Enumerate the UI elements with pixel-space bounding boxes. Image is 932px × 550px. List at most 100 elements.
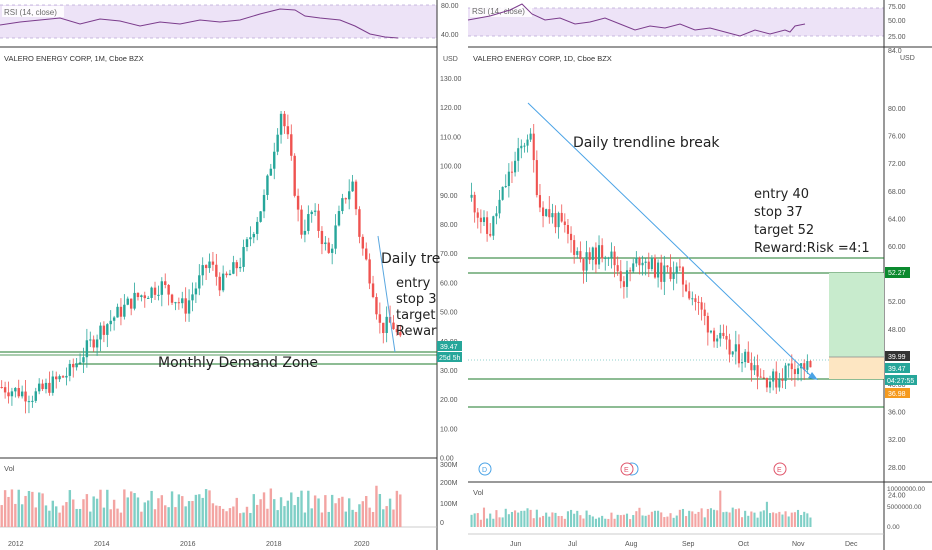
left-volume-bar	[252, 494, 256, 527]
right-price-axis[interactable]: 80.0076.0072.0068.0064.0060.0056.0052.00…	[888, 106, 906, 499]
left-candle	[58, 376, 61, 380]
left-volume-bar	[133, 493, 136, 527]
right-candle	[737, 344, 740, 364]
right-candle	[744, 351, 747, 363]
left-candle	[41, 383, 44, 390]
left-candle	[293, 155, 296, 196]
left-candle	[160, 281, 164, 295]
left-volume-bar	[65, 502, 68, 527]
right-candle	[685, 284, 688, 292]
right-volume-bar	[713, 509, 716, 527]
right-price-tick: 48.00	[888, 327, 906, 334]
left-volume-bar	[153, 509, 157, 527]
right-chart[interactable]: RSI (14, close) 75.00 50.00 25.00 VALERO…	[467, 0, 932, 550]
left-candle	[92, 339, 95, 348]
left-candles	[0, 110, 402, 414]
left-volume-bar	[300, 490, 303, 527]
left-volume-bar	[375, 485, 378, 527]
right-candle	[473, 194, 476, 213]
left-chart[interactable]: RSI (14, close) 80.00 40.00 VALERO ENERG…	[0, 0, 462, 550]
right-volume-bar	[548, 516, 551, 527]
right-candle	[753, 365, 756, 371]
right-candle	[545, 209, 548, 217]
left-volume-bar	[313, 495, 317, 527]
right-vol-tick: 0.00	[887, 524, 900, 531]
right-volume-bar	[744, 510, 747, 527]
right-candle	[591, 247, 594, 260]
right-candle	[622, 281, 625, 287]
left-candle	[310, 211, 313, 215]
right-time-axis[interactable]: Jun Jul Aug Sep Oct Nov Dec	[510, 541, 858, 548]
svg-text:40.00: 40.00	[441, 32, 459, 39]
earnings-marker-2[interactable]: E	[773, 462, 787, 476]
right-candle	[529, 133, 532, 140]
left-candle	[51, 376, 55, 393]
right-candle	[706, 315, 709, 333]
left-volume-bar	[249, 512, 252, 527]
right-candle	[734, 344, 737, 352]
right-candle	[632, 263, 635, 272]
right-volume-bar	[765, 501, 768, 527]
left-volume-bar	[3, 490, 7, 527]
right-candle	[625, 270, 629, 287]
right-volume-bar	[681, 508, 685, 527]
right-volume-bar	[532, 518, 535, 527]
right-candle	[697, 301, 700, 303]
right-volume-bar	[800, 515, 803, 527]
reward-risk-label: Reward:Risk =4:1	[754, 241, 870, 256]
right-volume-bar	[607, 518, 610, 527]
left-time-axis[interactable]: 2012 2014 2016 2018 2020	[8, 541, 370, 548]
left-candle	[82, 357, 85, 363]
left-price-tick: 130.00	[440, 76, 462, 83]
right-volume-bar	[675, 515, 678, 527]
left-price-axis[interactable]: 130.00 120.00 110.00 100.00 90.00 80.00 70.00 6…	[440, 76, 462, 463]
left-volume-bar	[347, 498, 351, 527]
right-candle	[542, 207, 545, 217]
left-candle	[194, 288, 198, 295]
right-volume-bar	[535, 509, 538, 527]
right-vol-tick: 10000000.00	[887, 486, 925, 493]
left-candle	[327, 242, 330, 253]
right-vol-axis: 10000000.00 5000000.00 0.00	[887, 486, 925, 531]
svg-text:50.00: 50.00	[888, 18, 906, 25]
left-volume-bar	[198, 494, 201, 527]
right-volume-bar	[632, 515, 635, 527]
left-volume-bar	[259, 499, 262, 527]
trendline-label: Daily trendline break	[573, 135, 720, 151]
left-volume-bar	[109, 509, 112, 527]
right-candle	[703, 309, 706, 316]
right-candle	[778, 379, 781, 388]
right-volume-bar	[753, 512, 756, 527]
left-candle	[112, 317, 116, 321]
right-candle	[688, 291, 691, 299]
trendline-arrowhead	[808, 372, 818, 380]
left-volume-bar	[106, 489, 109, 527]
left-target-label: target	[396, 308, 436, 323]
right-volume-bar	[563, 518, 566, 527]
left-volume-bar	[184, 506, 187, 527]
right-price-tick: 76.00	[888, 134, 906, 141]
right-candle	[507, 171, 510, 186]
right-candle	[582, 259, 585, 271]
left-candle	[330, 248, 334, 253]
right-volume-bar	[517, 512, 520, 527]
left-candle	[399, 332, 402, 336]
right-volume-bar	[560, 516, 563, 527]
right-rsi-line	[467, 3, 806, 37]
dividend-marker[interactable]: D	[478, 462, 492, 476]
right-volume-bar	[557, 515, 560, 527]
right-volume-bar	[644, 515, 647, 527]
left-price-tick: 50.00	[440, 310, 458, 317]
left-price-tick: 80.00	[440, 222, 458, 229]
left-candle	[150, 287, 153, 298]
svg-text:E: E	[624, 467, 629, 474]
left-trend-label: Daily tre	[381, 251, 440, 267]
left-volume-bar	[317, 498, 320, 527]
left-volume-bar	[129, 491, 133, 527]
countdown-tag-bg	[885, 375, 917, 385]
earnings-marker-1[interactable]: E	[620, 462, 639, 476]
left-candle	[14, 387, 17, 392]
left-candle	[361, 236, 365, 249]
right-volume-bar	[803, 511, 806, 527]
